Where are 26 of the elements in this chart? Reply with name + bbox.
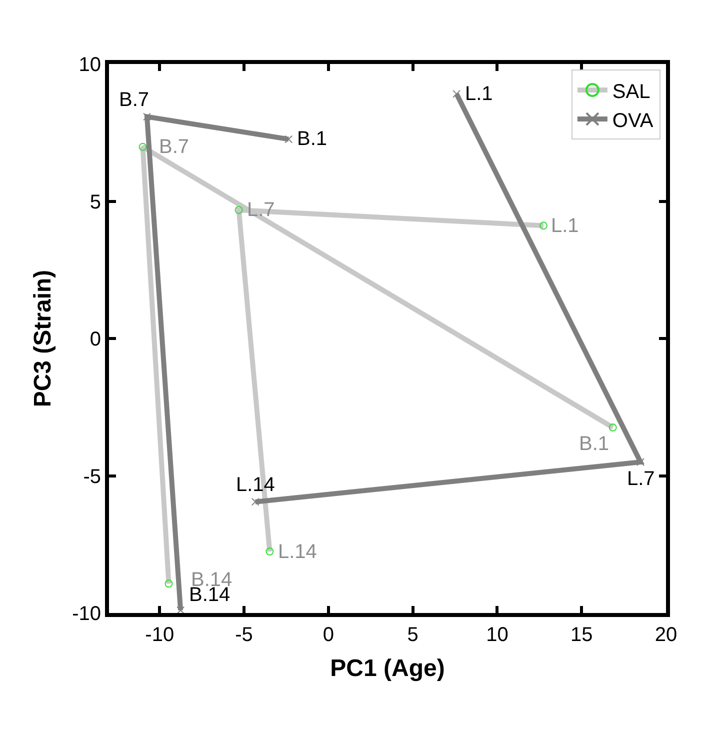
- data-label: L.7: [627, 468, 655, 490]
- y-tick-label: -5: [83, 466, 101, 488]
- data-label: L.1: [551, 215, 579, 237]
- y-axis-title: PC3 (Strain): [30, 270, 57, 408]
- data-label: B.7: [159, 136, 190, 158]
- x-axis-title: PC1 (Age): [330, 654, 445, 682]
- x-tick-label: 0: [322, 624, 334, 646]
- x-tick-label: -10: [145, 624, 174, 646]
- y-tick-label: 10: [78, 54, 101, 76]
- legend-label: OVA: [612, 110, 654, 132]
- y-tick-label: 5: [90, 191, 101, 214]
- y-tick-label: 0: [90, 328, 101, 350]
- data-label: B.7: [119, 89, 150, 111]
- x-tick-label: 20: [654, 624, 678, 646]
- data-label: L.1: [465, 83, 493, 105]
- x-tick-label: 10: [486, 624, 508, 646]
- data-label: L.7: [247, 199, 275, 221]
- x-tick-label: -5: [235, 624, 253, 646]
- legend-label: SAL: [612, 80, 650, 103]
- data-label: L.14: [278, 541, 317, 563]
- data-label: B.1: [297, 128, 328, 150]
- x-tick-label: 15: [570, 624, 593, 646]
- data-label: L.14: [236, 474, 275, 496]
- data-label: B.1: [579, 433, 610, 455]
- y-tick-label: -10: [72, 603, 101, 625]
- x-tick-label: 5: [407, 624, 418, 646]
